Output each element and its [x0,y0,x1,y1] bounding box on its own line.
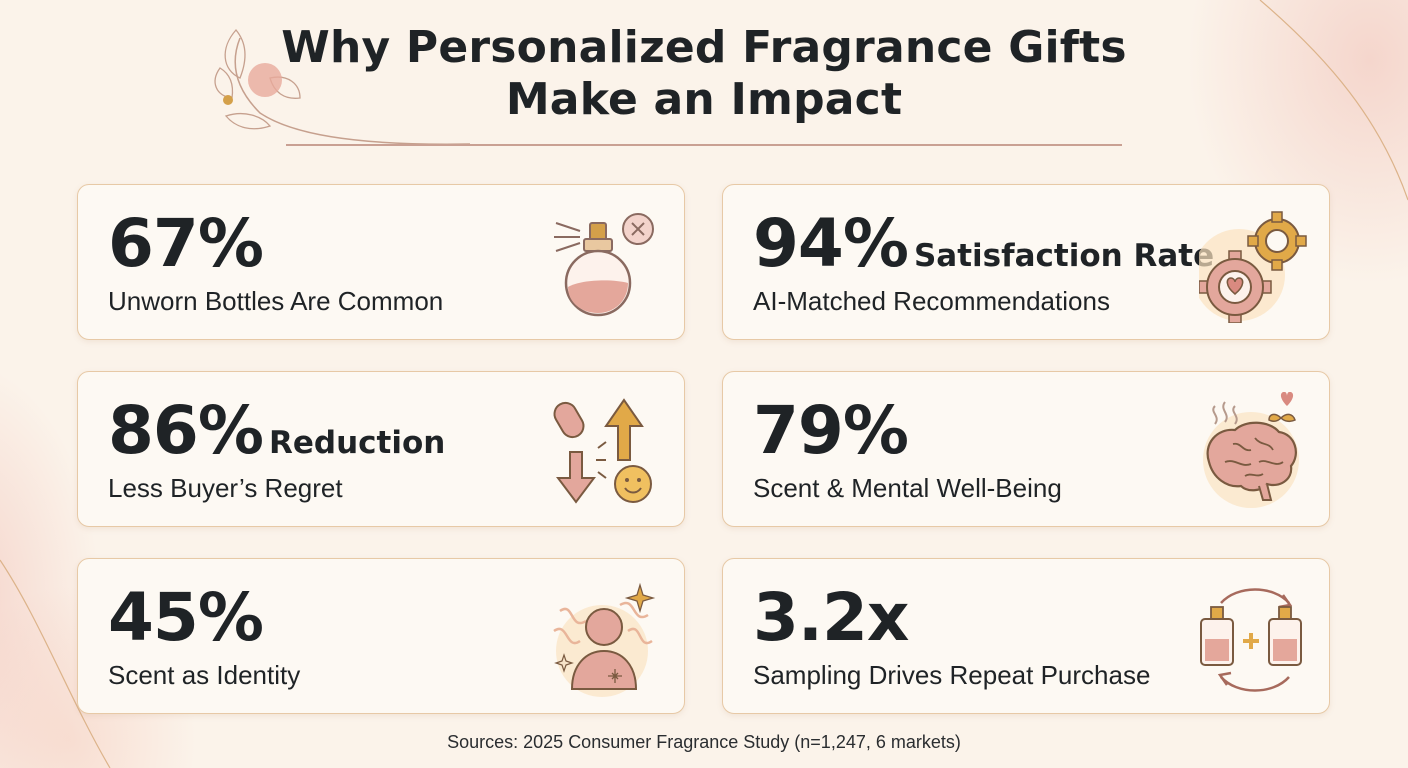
title-line-2: Make an Impact [505,74,903,125]
stat-card-mental-wellbeing: 79% Scent & Mental Well-Being [722,371,1330,527]
stat-suffix: Satisfaction Rate [913,238,1215,274]
stat-card-satisfaction: 94% Satisfaction Rate AI-Matched Recommen… [722,184,1330,340]
title-line-1: Why Personalized Fragrance Gifts [281,22,1127,73]
gears-heart-icon [1199,211,1307,323]
stat-line: 3.2x [753,581,909,655]
stat-caption: Less Buyer’s Regret [108,473,343,503]
sources-footnote: Sources: 2025 Consumer Fragrance Study (… [447,732,961,752]
stat-line: 86% Reduction [108,394,445,468]
page-title: Why Personalized Fragrance Gifts Make an… [0,22,1408,126]
stat-value: 86% [108,392,264,469]
floral-ornament-icon [214,29,471,145]
title-divider [286,144,1122,146]
stat-line: 45% [108,579,264,656]
bottles-cycle-icon [1200,588,1302,692]
stat-line: 94% Satisfaction Rate [753,207,1214,281]
stat-suffix: Reduction [268,425,446,461]
person-sparkle-icon [553,582,656,697]
stat-line: 79% [753,392,909,469]
stat-value: 45% [108,579,264,656]
stat-card-unworn-bottles: 67% Unworn Bottles Are Common [77,184,685,340]
stat-value: 3.2x [753,579,909,656]
stat-caption: Scent & Mental Well-Being [753,473,1062,503]
stat-card-scent-identity: 45% Scent as Identity [77,558,685,714]
stat-card-buyers-regret: 86% Reduction Less Buyer’s Regret [77,371,685,527]
stat-value: 94% [753,205,909,282]
perfume-bottle-x-icon [554,213,654,317]
stat-card-sampling: 3.2x Sampling Drives Repeat Purchase [722,558,1330,714]
arrows-smiley-icon [553,398,652,504]
stat-value: 79% [753,392,909,469]
stat-line: 67% [108,205,264,282]
stat-caption: Unworn Bottles Are Common [108,286,444,316]
stat-value: 67% [108,205,264,282]
stat-caption: AI-Matched Recommendations [753,286,1110,316]
stat-caption: Sampling Drives Repeat Purchase [753,660,1151,690]
brain-icon [1203,392,1299,508]
stat-caption: Scent as Identity [108,660,301,690]
